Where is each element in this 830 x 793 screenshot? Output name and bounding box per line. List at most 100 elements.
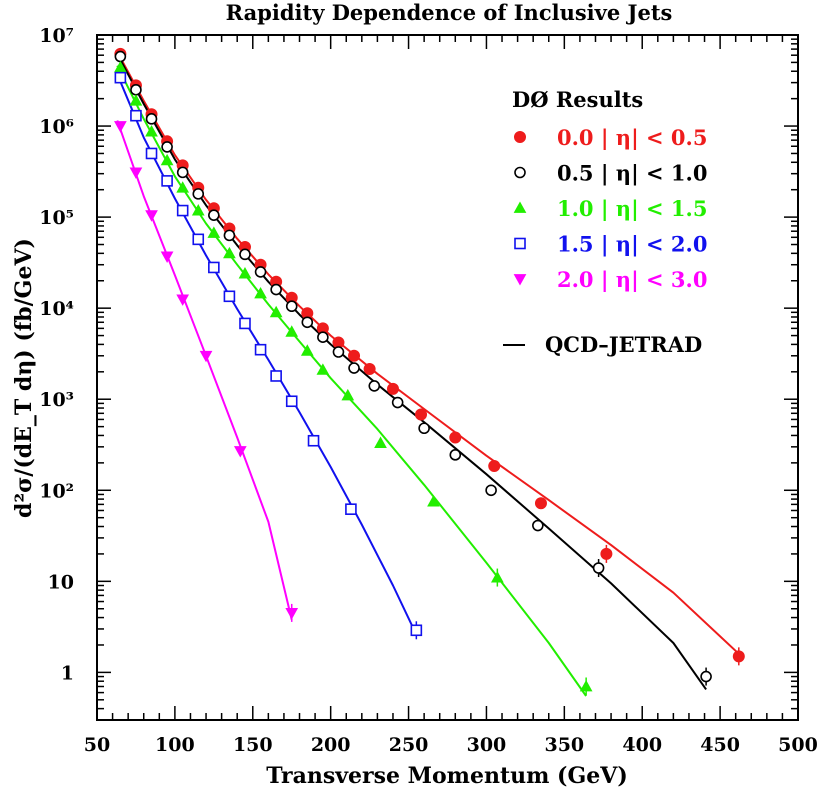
data-point-s1 bbox=[192, 188, 205, 200]
data-point-s0 bbox=[386, 382, 399, 395]
y-tick-label: 10⁷ bbox=[39, 25, 74, 47]
data-point-s3 bbox=[114, 71, 127, 84]
data-point-s4 bbox=[145, 210, 158, 222]
data-point-s1 bbox=[532, 519, 544, 532]
data-point-s1 bbox=[270, 283, 282, 296]
data-point-s2 bbox=[129, 94, 143, 106]
data-point-s2 bbox=[300, 344, 314, 356]
data-point-s4 bbox=[114, 121, 127, 133]
x-tick-label: 150 bbox=[233, 734, 273, 756]
data-point-s3 bbox=[130, 109, 142, 122]
x-tick-label: 50 bbox=[84, 734, 110, 756]
legend-marker-0 bbox=[514, 131, 526, 143]
x-tick-label: 250 bbox=[389, 734, 429, 756]
data-point-s2 bbox=[176, 181, 190, 193]
x-tick-labels: 50 100 150 200 250 300 350 400 450 500 bbox=[84, 734, 818, 756]
data-point-s0 bbox=[488, 459, 501, 472]
y-tick-label: 10⁴ bbox=[39, 298, 74, 320]
legend-title: DØ Results bbox=[512, 87, 643, 112]
data-point-s2 bbox=[316, 363, 330, 375]
data-point-s1 bbox=[130, 84, 142, 96]
data-point-s1 bbox=[592, 562, 605, 574]
data-point-s1 bbox=[418, 422, 430, 435]
x-tick-label: 500 bbox=[778, 734, 818, 756]
legend-label-2: 1.0 | η| < 1.5 bbox=[557, 196, 707, 221]
data-point-s4 bbox=[176, 294, 190, 306]
data-point-s3 bbox=[285, 395, 298, 408]
data-point-s0 bbox=[415, 408, 428, 421]
data-point-s4 bbox=[199, 350, 213, 363]
data-point-s0 bbox=[534, 497, 547, 510]
data-point-s2 bbox=[191, 204, 205, 216]
data-point-s2 bbox=[427, 495, 440, 507]
data-points bbox=[114, 47, 745, 696]
x-tick-label: 450 bbox=[700, 734, 740, 756]
y-tick-label: 10³ bbox=[39, 389, 74, 411]
data-point-s2 bbox=[374, 436, 387, 448]
data-point-s1 bbox=[239, 248, 251, 261]
data-point-s3 bbox=[161, 175, 173, 187]
theory-curve-3 bbox=[116, 73, 418, 636]
data-point-s1 bbox=[223, 229, 236, 242]
data-point-s1 bbox=[208, 209, 220, 221]
x-tick-label: 300 bbox=[467, 734, 507, 756]
data-point-s4 bbox=[285, 608, 299, 620]
legend-label-1: 0.5 | η| < 1.0 bbox=[557, 161, 707, 186]
data-point-s2 bbox=[579, 679, 593, 692]
data-point-s2 bbox=[490, 571, 504, 583]
data-point-s1 bbox=[145, 113, 158, 125]
data-point-s1 bbox=[348, 362, 360, 374]
data-point-s1 bbox=[254, 266, 267, 278]
data-point-s2 bbox=[269, 305, 283, 318]
legend-marker-2 bbox=[513, 201, 527, 213]
data-point-s1 bbox=[176, 166, 189, 179]
x-tick-label: 100 bbox=[155, 734, 195, 756]
data-point-s3 bbox=[145, 147, 158, 160]
data-point-s2 bbox=[238, 267, 252, 279]
data-point-s4 bbox=[129, 167, 143, 179]
x-tick-label: 400 bbox=[622, 734, 662, 756]
x-axis-label: Transverse Momentum (GeV) bbox=[266, 763, 627, 789]
data-point-s1 bbox=[285, 300, 298, 313]
data-point-s0 bbox=[348, 349, 361, 362]
data-point-s4 bbox=[233, 446, 247, 458]
y-tick-label: 10 bbox=[48, 571, 74, 593]
axis-ticks bbox=[96, 35, 799, 721]
legend-label-0: 0.0 | η| < 0.5 bbox=[557, 125, 707, 150]
y-tick-label: 10⁵ bbox=[39, 207, 74, 229]
data-point-s1 bbox=[485, 484, 497, 497]
plot-frame bbox=[96, 34, 799, 721]
data-point-s3 bbox=[307, 434, 320, 447]
data-point-s0 bbox=[600, 547, 613, 560]
data-point-s2 bbox=[285, 325, 299, 337]
data-point-s0 bbox=[363, 362, 376, 375]
data-point-s1 bbox=[449, 449, 462, 461]
x-tick-label: 350 bbox=[544, 734, 584, 756]
data-point-s1 bbox=[114, 50, 127, 63]
legend-marker-4 bbox=[513, 274, 527, 286]
theory-curve-4 bbox=[116, 120, 293, 620]
chart-title: Rapidity Dependence of Inclusive Jets bbox=[226, 0, 673, 25]
y-tick-label: 10² bbox=[39, 480, 74, 502]
data-point-s1 bbox=[391, 396, 404, 409]
legend-items: 0.0 | η| < 0.5 0.5 | η| < 1.0 1.0 | η| < 1… bbox=[513, 125, 707, 292]
data-point-s2 bbox=[207, 226, 221, 238]
data-point-s1 bbox=[317, 331, 329, 343]
data-point-s2 bbox=[341, 388, 355, 401]
data-point-s3 bbox=[345, 503, 357, 515]
y-tick-labels: 1 10 10² 10³ 10⁴ 10⁵ 10⁶ 10⁷ bbox=[39, 25, 74, 684]
y-tick-label: 1 bbox=[61, 662, 74, 684]
data-point-s3 bbox=[223, 290, 236, 303]
x-tick-label: 200 bbox=[311, 734, 351, 756]
data-point-s1 bbox=[700, 670, 712, 683]
data-point-s1 bbox=[301, 316, 314, 329]
data-point-s4 bbox=[160, 251, 174, 263]
data-point-s3 bbox=[239, 317, 251, 330]
legend-theory-label: QCD–JETRAD bbox=[545, 332, 702, 357]
legend: DØ Results 0.0 | η| < 0.5 0.5 | η| < 1.0 1… bbox=[503, 87, 707, 357]
data-point-s2 bbox=[223, 246, 236, 259]
data-point-s0 bbox=[449, 431, 462, 444]
data-point-s3 bbox=[270, 370, 282, 382]
data-point-s1 bbox=[368, 380, 381, 392]
